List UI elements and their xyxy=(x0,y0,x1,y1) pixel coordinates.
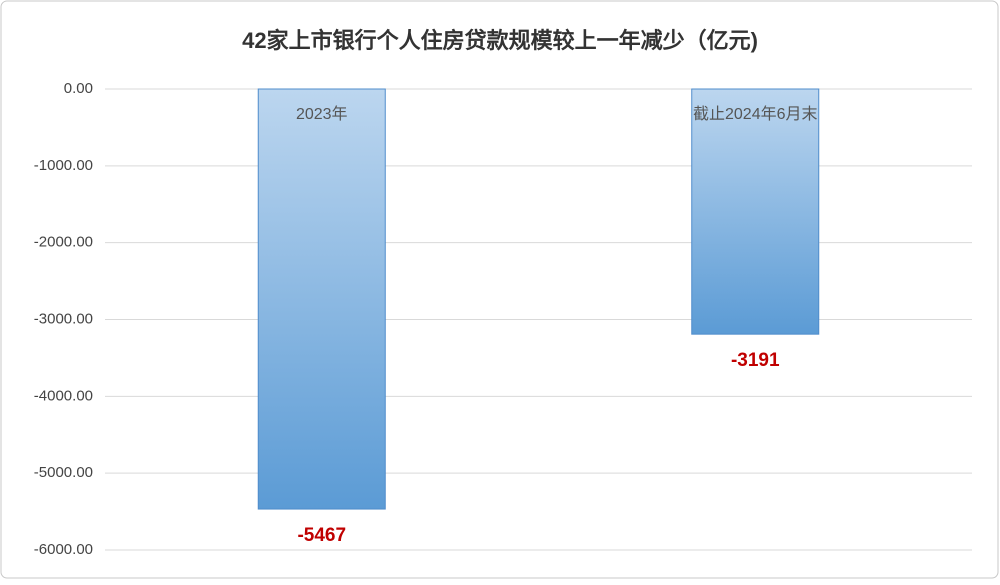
y-tick-label: -1000.00 xyxy=(34,157,93,174)
y-tick-label: -5000.00 xyxy=(34,464,93,481)
marks: 2023年 -5467 截止2024年6月末 -3191 xyxy=(257,88,820,546)
y-tick-label: 0.00 xyxy=(64,80,93,97)
grid: 0.00 -1000.00 -2000.00 -3000.00 -4000.00 -500… xyxy=(34,80,972,558)
y-tick-label: -4000.00 xyxy=(34,387,93,404)
category-label: 2023年 xyxy=(296,105,348,123)
y-tick-label: -3000.00 xyxy=(34,310,93,327)
chart-title: 42家上市银行个人住房贷款规模较上一年减少（亿元) xyxy=(242,28,758,53)
bar xyxy=(257,88,386,510)
bar xyxy=(691,88,820,335)
category-label: 截止2024年6月末 xyxy=(693,105,818,123)
data-label: -5467 xyxy=(297,525,346,546)
data-label: -3191 xyxy=(731,350,780,371)
y-tick-label: -2000.00 xyxy=(34,234,93,251)
y-tick-label: -6000.00 xyxy=(34,541,93,558)
